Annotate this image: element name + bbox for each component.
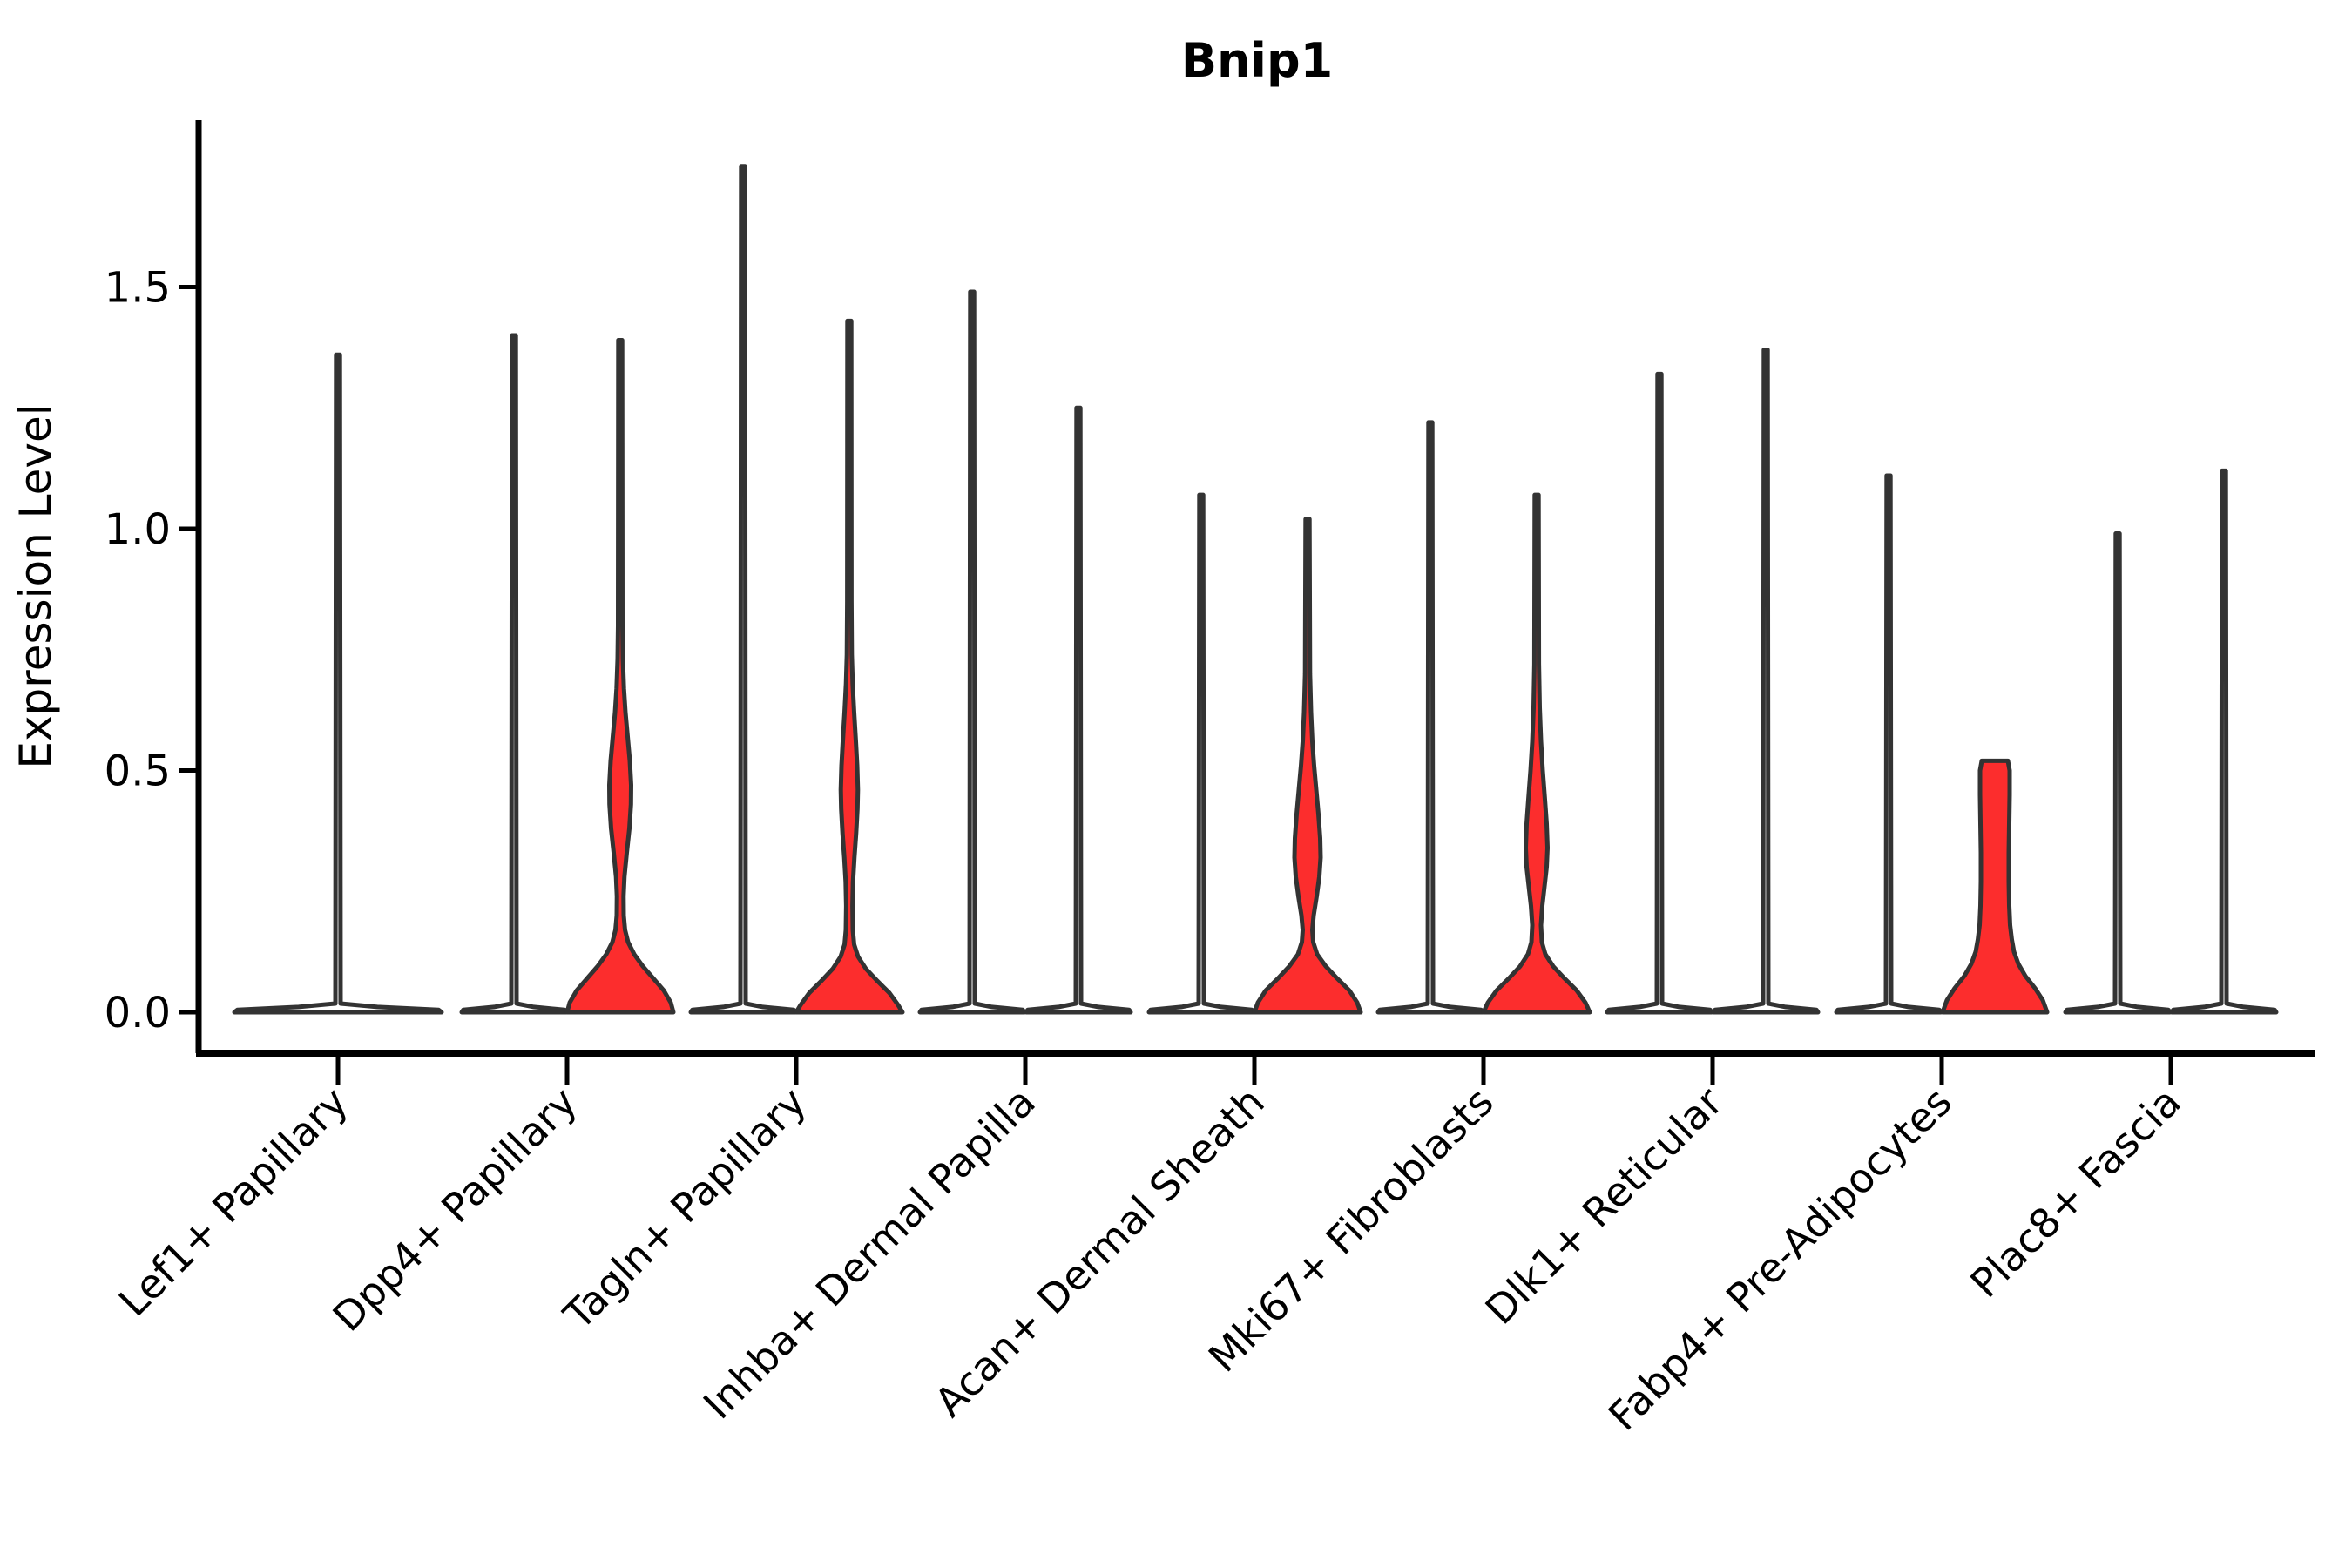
- violin-dpp4-papillary-right: [564, 338, 676, 1015]
- violin-fabp4-pre-adipocytes-left: [1834, 473, 1943, 1015]
- y-tick-label: 1.5: [105, 264, 171, 313]
- violin-fabp4-pre-adipocytes-right: [1940, 758, 2050, 1015]
- violin-mki67-fibroblasts-left: [1375, 420, 1485, 1015]
- x-tick-label-lef1-papillary: Lef1+ Papillary: [110, 1078, 357, 1326]
- violin-tagln-papillary-right: [794, 318, 905, 1015]
- violin-dlk1-reticular-left: [1605, 371, 1714, 1015]
- violin-acan-dermal-sheath-left: [1146, 492, 1256, 1015]
- violin-dlk1-reticular-right: [1711, 348, 1821, 1015]
- y-tick-label: 0.0: [105, 989, 171, 1037]
- violin-plac8-fascia-left: [2063, 531, 2173, 1015]
- x-tick-label-tagln-papillary: Tagln+ Papillary: [554, 1078, 815, 1340]
- y-tick-label: 0.5: [105, 747, 171, 796]
- x-tick-label-plac8-fascia: Plac8+ Fascia: [1961, 1078, 2189, 1307]
- x-tick-label-dlk1-reticular: Dlk1+ Reticular: [1477, 1078, 1732, 1334]
- violin-plac8-fascia-right: [2169, 468, 2279, 1015]
- y-axis-label: Expression Level: [10, 403, 61, 768]
- violin-tagln-papillary-left: [688, 164, 798, 1015]
- violin-acan-dermal-sheath-right: [1252, 517, 1363, 1015]
- x-tick-label-dpp4-papillary: Dpp4+ Papillary: [324, 1078, 586, 1341]
- chart-title: Bnip1: [1181, 33, 1333, 88]
- violin-lef1-papillary-single: [232, 352, 444, 1015]
- violin-inhba-dermal-papilla-left: [917, 289, 1027, 1015]
- y-tick-label: 1.0: [105, 505, 171, 554]
- violin-mki67-fibroblasts-right: [1481, 492, 1592, 1015]
- violin-dpp4-papillary-left: [459, 333, 569, 1015]
- violin-inhba-dermal-papilla-right: [1024, 405, 1133, 1015]
